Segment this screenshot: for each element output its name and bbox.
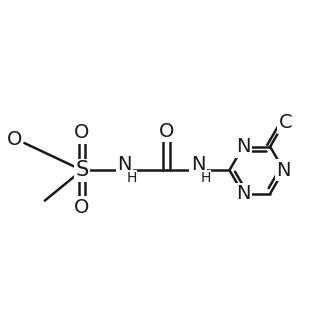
Text: O: O	[74, 198, 90, 217]
Text: N: N	[191, 155, 205, 173]
Text: N: N	[276, 161, 291, 180]
Text: N: N	[117, 155, 132, 173]
Text: S: S	[76, 160, 89, 180]
Text: C: C	[279, 113, 292, 132]
Text: N: N	[236, 184, 250, 203]
Text: H: H	[200, 171, 211, 185]
Text: O: O	[159, 122, 174, 141]
Text: O: O	[7, 130, 22, 149]
Text: O: O	[74, 124, 90, 142]
Text: H: H	[127, 171, 137, 185]
Text: N: N	[236, 137, 250, 156]
